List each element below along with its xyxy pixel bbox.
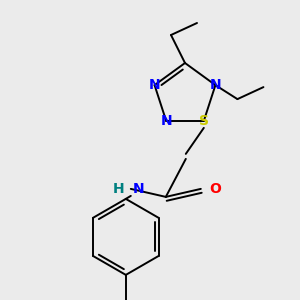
Text: O: O xyxy=(209,182,221,196)
Text: N: N xyxy=(133,182,144,196)
Text: S: S xyxy=(199,114,209,128)
Text: N: N xyxy=(149,78,161,92)
Text: H: H xyxy=(113,182,125,196)
Text: N: N xyxy=(160,114,172,128)
Text: N: N xyxy=(210,78,221,92)
